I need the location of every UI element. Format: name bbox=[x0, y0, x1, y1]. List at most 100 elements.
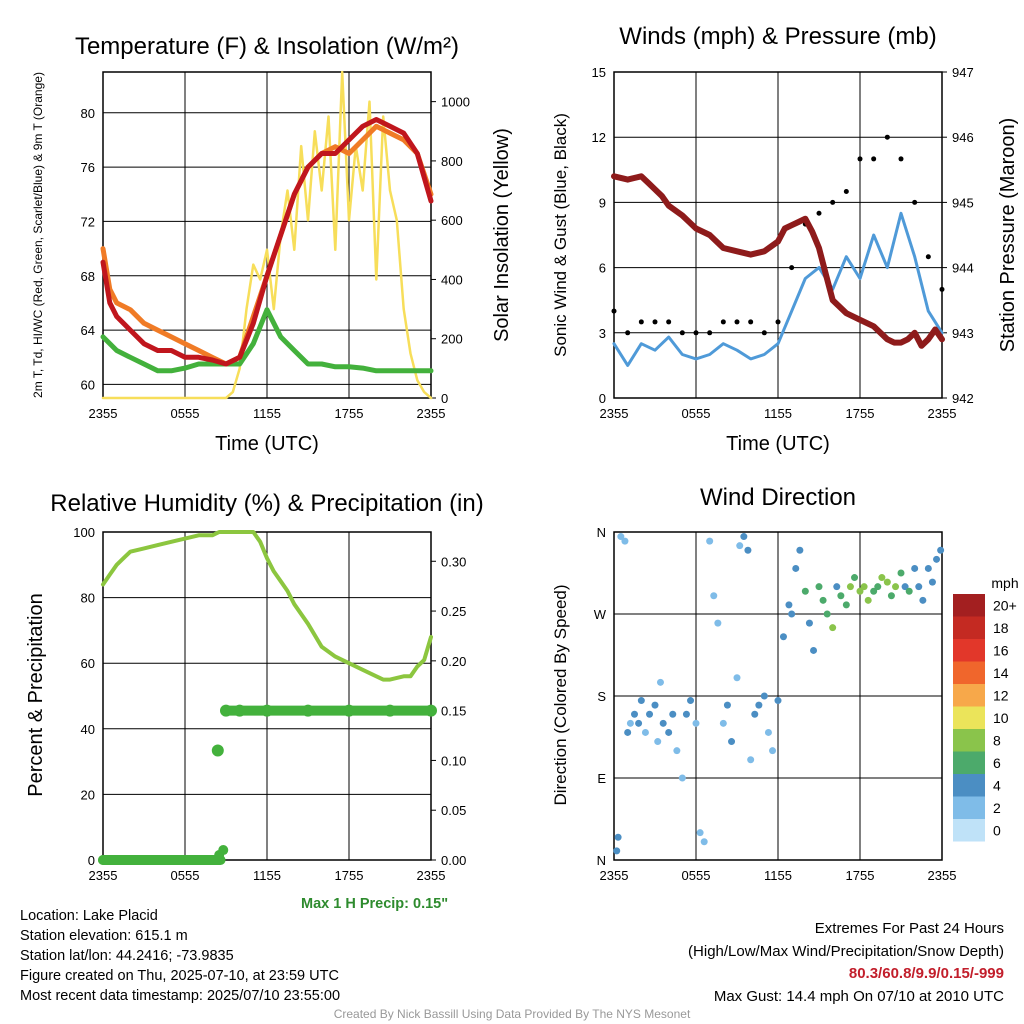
legend-swatch bbox=[953, 639, 985, 662]
direction-point bbox=[678, 774, 686, 782]
y-tick-label: 0 bbox=[88, 853, 95, 868]
direction-point bbox=[696, 829, 704, 837]
gust-point bbox=[734, 319, 740, 325]
x-tick-label: 1755 bbox=[846, 406, 875, 421]
chart-title: Winds (mph) & Pressure (mb) bbox=[619, 23, 936, 50]
direction-point bbox=[856, 587, 864, 595]
direction-point bbox=[635, 719, 643, 727]
direction-point bbox=[659, 719, 667, 727]
legend-label: 6 bbox=[993, 755, 1001, 771]
gust-point bbox=[625, 330, 631, 336]
x-tick-label: 2355 bbox=[89, 868, 118, 883]
plot-border bbox=[102, 71, 432, 399]
direction-point bbox=[897, 569, 905, 577]
y-tick-label: 15 bbox=[592, 65, 606, 80]
extremes-subheading: (High/Low/Max Wind/Precipitation/Snow De… bbox=[688, 942, 1004, 960]
direction-point bbox=[669, 710, 677, 718]
direction-point bbox=[823, 610, 831, 618]
direction-point bbox=[905, 587, 913, 595]
direction-point bbox=[646, 710, 654, 718]
y2-tick-label: 945 bbox=[952, 195, 974, 210]
y-tick-label: 64 bbox=[81, 323, 95, 338]
x-tick-label: 0555 bbox=[171, 868, 200, 883]
direction-point bbox=[864, 596, 872, 604]
station-info: Location: Lake Placid Station elevation:… bbox=[20, 906, 340, 1006]
gust-point bbox=[761, 330, 767, 336]
legend-swatch bbox=[953, 661, 985, 684]
direction-point bbox=[874, 583, 882, 591]
direction-point bbox=[887, 592, 895, 600]
legend-swatch bbox=[953, 616, 985, 639]
direction-point bbox=[815, 583, 823, 591]
y-tick-label: S bbox=[597, 689, 606, 704]
legend-label: 14 bbox=[993, 665, 1009, 681]
direction-point bbox=[837, 592, 845, 600]
recent-timestamp: Most recent data timestamp: 2025/07/10 2… bbox=[20, 988, 341, 1004]
sonic-wind-line bbox=[612, 211, 944, 367]
legend-label: 18 bbox=[993, 620, 1009, 636]
gust-point bbox=[611, 308, 617, 314]
y2-tick-label: 0.25 bbox=[441, 604, 466, 619]
direction-point bbox=[764, 728, 772, 736]
direction-point bbox=[829, 624, 837, 632]
panel-3 bbox=[102, 531, 436, 861]
x-tick-label: 0555 bbox=[682, 868, 711, 883]
y2-tick-label: 1000 bbox=[441, 95, 470, 110]
legend-label: 10 bbox=[993, 710, 1009, 726]
legend-swatch bbox=[953, 751, 985, 774]
gust-point bbox=[871, 156, 877, 162]
direction-point bbox=[626, 719, 634, 727]
y-tick-label: 80 bbox=[81, 591, 95, 606]
gust-point bbox=[898, 156, 904, 162]
y-tick-label: 60 bbox=[81, 656, 95, 671]
dewpoint-line bbox=[100, 307, 434, 374]
y-tick-label: 40 bbox=[81, 722, 95, 737]
pressure-line bbox=[611, 173, 945, 349]
y-tick-label: N bbox=[597, 853, 606, 868]
x-tick-label: 2355 bbox=[928, 406, 957, 421]
direction-point bbox=[924, 564, 932, 572]
direction-point bbox=[901, 583, 909, 591]
direction-point bbox=[733, 674, 741, 682]
direction-point bbox=[682, 710, 690, 718]
legend-title: mph bbox=[991, 575, 1018, 591]
direction-point bbox=[878, 574, 886, 582]
x-axis-label: Time (UTC) bbox=[726, 433, 830, 455]
x-tick-label: 2355 bbox=[417, 406, 446, 421]
direction-point bbox=[736, 542, 744, 550]
elevation: Station elevation: 615.1 m bbox=[20, 928, 188, 944]
direction-point bbox=[740, 533, 748, 541]
direction-point bbox=[915, 583, 923, 591]
legend-label: 4 bbox=[993, 777, 1001, 793]
legend-swatch bbox=[953, 819, 985, 842]
direction-point bbox=[751, 710, 759, 718]
y-tick-label: E bbox=[597, 771, 606, 786]
y-tick-label: 100 bbox=[73, 525, 95, 540]
direction-point bbox=[656, 678, 664, 686]
panel-1 bbox=[102, 71, 436, 399]
x-tick-label: 1155 bbox=[253, 406, 281, 421]
direction-point bbox=[706, 537, 714, 545]
extremes-values: 80.3/60.8/9.9/0.15/-999 bbox=[848, 965, 1004, 982]
gust-point bbox=[843, 189, 849, 195]
direction-point bbox=[744, 546, 752, 554]
direction-point bbox=[641, 728, 649, 736]
x-tick-label: 1755 bbox=[335, 868, 364, 883]
direction-point bbox=[613, 847, 621, 855]
x-tick-label: 1155 bbox=[764, 868, 792, 883]
direction-point bbox=[801, 587, 809, 595]
max-precip-note: Max 1 H Precip: 0.15" bbox=[301, 896, 449, 912]
gust-point bbox=[939, 286, 945, 292]
direction-point bbox=[919, 596, 927, 604]
y2-tick-label: 200 bbox=[441, 332, 463, 347]
y-tick-label: 80 bbox=[81, 106, 95, 121]
y-tick-label: N bbox=[597, 525, 606, 540]
direction-point bbox=[760, 692, 768, 700]
direction-point bbox=[785, 601, 793, 609]
direction-point bbox=[779, 633, 787, 641]
legend-swatch bbox=[953, 729, 985, 752]
direction-point bbox=[637, 697, 645, 705]
legend-label: 16 bbox=[993, 642, 1009, 658]
credit-line: Created By Nick Bassill Using Data Provi… bbox=[333, 1007, 691, 1021]
